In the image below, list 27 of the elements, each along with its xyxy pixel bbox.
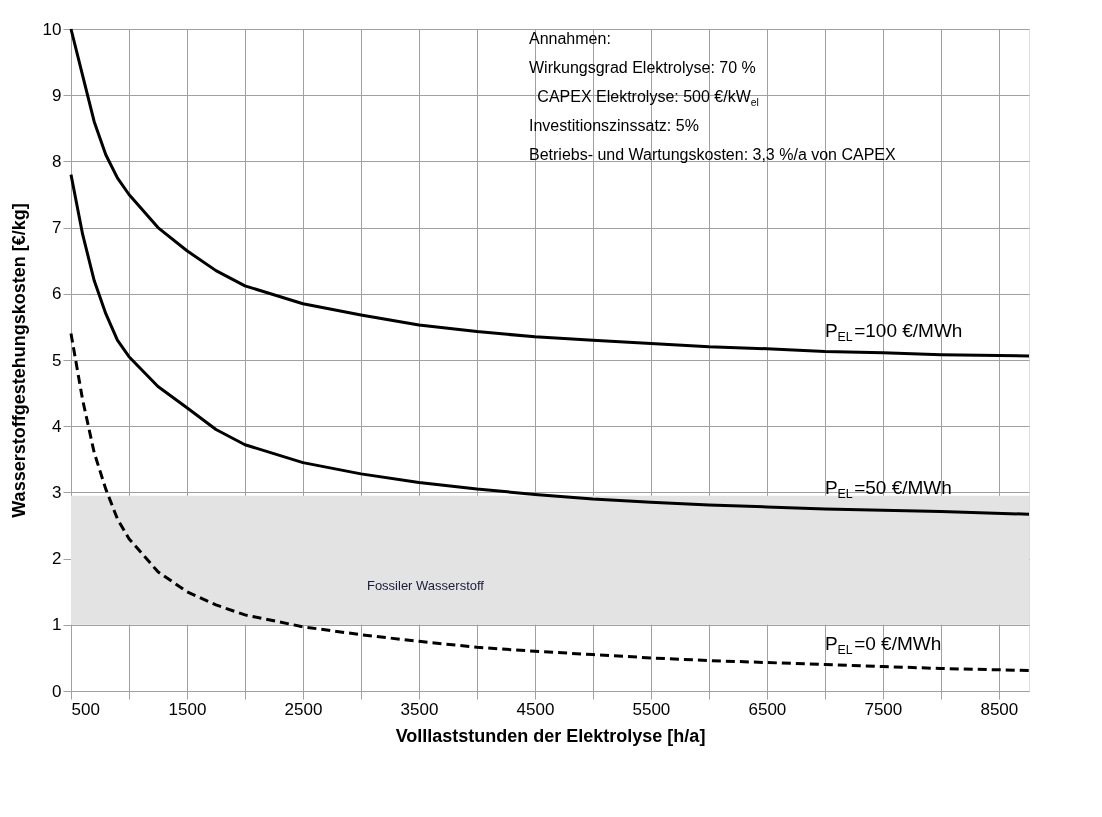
y-axis-title: Wasserstoffgestehungskosten [€/kg] bbox=[8, 203, 29, 518]
annotation: Annahmen: bbox=[529, 30, 611, 47]
annotation: Wirkungsgrad Elektrolyse: 70 % bbox=[529, 59, 756, 76]
y-tick-label: 8 bbox=[52, 151, 62, 171]
annotation: Investitionszinssatz: 5% bbox=[529, 117, 699, 134]
y-tick-label: 9 bbox=[52, 85, 62, 105]
x-tick-label: 500 bbox=[71, 699, 100, 719]
y-tick-label: 0 bbox=[52, 681, 62, 701]
y-tick-label: 7 bbox=[52, 218, 62, 238]
x-axis-title: Volllaststunden der Elektrolyse [h/a] bbox=[395, 725, 706, 746]
y-tick-label: 6 bbox=[52, 284, 62, 304]
x-tick-label: 8500 bbox=[980, 699, 1019, 719]
x-tick-label: 7500 bbox=[864, 699, 903, 719]
x-tick-label: 4500 bbox=[516, 699, 555, 719]
x-tick-label: 6500 bbox=[748, 699, 787, 719]
band-label: Fossiler Wasserstoff bbox=[366, 578, 485, 594]
y-tick-label: 5 bbox=[52, 350, 62, 370]
x-tick-label: 1500 bbox=[168, 699, 207, 719]
y-tick-label: 4 bbox=[52, 416, 62, 436]
y-tick-label: 1 bbox=[52, 615, 62, 635]
y-tick-label: 2 bbox=[52, 549, 62, 569]
x-tick-label: 3500 bbox=[400, 699, 439, 719]
x-tick-label: 2500 bbox=[284, 699, 323, 719]
x-tick-label: 5500 bbox=[632, 699, 671, 719]
y-tick-label: 3 bbox=[52, 482, 62, 502]
annotation: Betriebs- und Wartungskosten: 3,3 %/a von CAPEX bbox=[529, 146, 897, 163]
y-tick-label: 10 bbox=[42, 19, 62, 39]
